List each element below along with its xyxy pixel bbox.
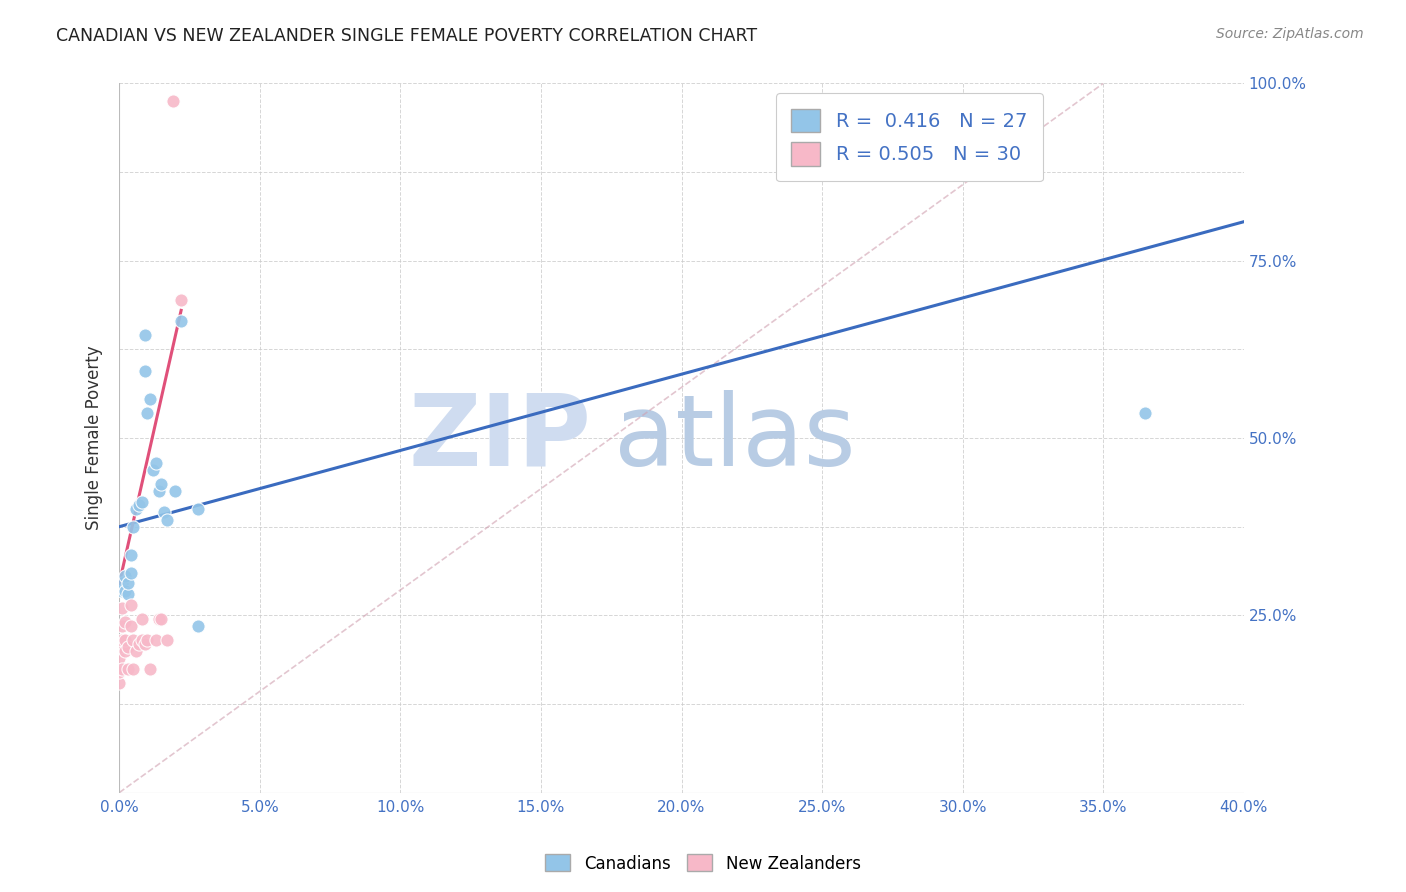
Point xyxy=(108,675,131,690)
Point xyxy=(134,637,156,651)
Point xyxy=(114,644,136,658)
Point xyxy=(108,640,131,655)
Point xyxy=(111,601,134,615)
Point xyxy=(131,633,153,648)
Point xyxy=(145,633,167,648)
Point xyxy=(131,495,153,509)
Legend: R =  0.416   N = 27, R = 0.505   N = 30: R = 0.416 N = 27, R = 0.505 N = 30 xyxy=(776,93,1043,181)
Point xyxy=(1135,406,1157,420)
Point xyxy=(122,661,145,675)
Point xyxy=(165,484,187,499)
Point xyxy=(128,637,150,651)
Point xyxy=(170,314,193,328)
Point xyxy=(156,633,179,648)
Point xyxy=(117,640,139,655)
Point xyxy=(120,548,142,562)
Text: Source: ZipAtlas.com: Source: ZipAtlas.com xyxy=(1216,27,1364,41)
Text: atlas: atlas xyxy=(614,390,856,486)
Point xyxy=(111,576,134,591)
Point xyxy=(162,94,184,108)
Point xyxy=(150,612,173,626)
Point xyxy=(108,651,131,665)
Point xyxy=(114,615,136,630)
Point xyxy=(148,484,170,499)
Point xyxy=(145,456,167,470)
Text: ZIP: ZIP xyxy=(409,390,592,486)
Point xyxy=(170,293,193,307)
Point xyxy=(131,612,153,626)
Point xyxy=(114,633,136,648)
Point xyxy=(134,364,156,378)
Point xyxy=(117,587,139,601)
Point xyxy=(111,633,134,648)
Point xyxy=(125,502,148,516)
Point xyxy=(117,576,139,591)
Point xyxy=(117,661,139,675)
Point xyxy=(111,619,134,633)
Point xyxy=(111,661,134,675)
Point xyxy=(114,569,136,583)
Point xyxy=(150,477,173,491)
Legend: Canadians, New Zealanders: Canadians, New Zealanders xyxy=(538,847,868,880)
Point xyxy=(142,463,165,477)
Point xyxy=(108,665,131,679)
Point xyxy=(114,583,136,598)
Point xyxy=(139,392,162,406)
Point xyxy=(120,598,142,612)
Point xyxy=(156,512,179,526)
Point xyxy=(187,502,209,516)
Y-axis label: Single Female Poverty: Single Female Poverty xyxy=(86,346,103,531)
Point xyxy=(187,619,209,633)
Point xyxy=(120,619,142,633)
Point xyxy=(153,506,176,520)
Point xyxy=(136,633,159,648)
Point xyxy=(136,406,159,420)
Point xyxy=(122,519,145,533)
Point xyxy=(134,328,156,343)
Point xyxy=(139,661,162,675)
Point xyxy=(111,583,134,598)
Point xyxy=(128,499,150,513)
Text: CANADIAN VS NEW ZEALANDER SINGLE FEMALE POVERTY CORRELATION CHART: CANADIAN VS NEW ZEALANDER SINGLE FEMALE … xyxy=(56,27,758,45)
Point xyxy=(120,566,142,580)
Point xyxy=(148,612,170,626)
Point xyxy=(125,644,148,658)
Point xyxy=(122,633,145,648)
